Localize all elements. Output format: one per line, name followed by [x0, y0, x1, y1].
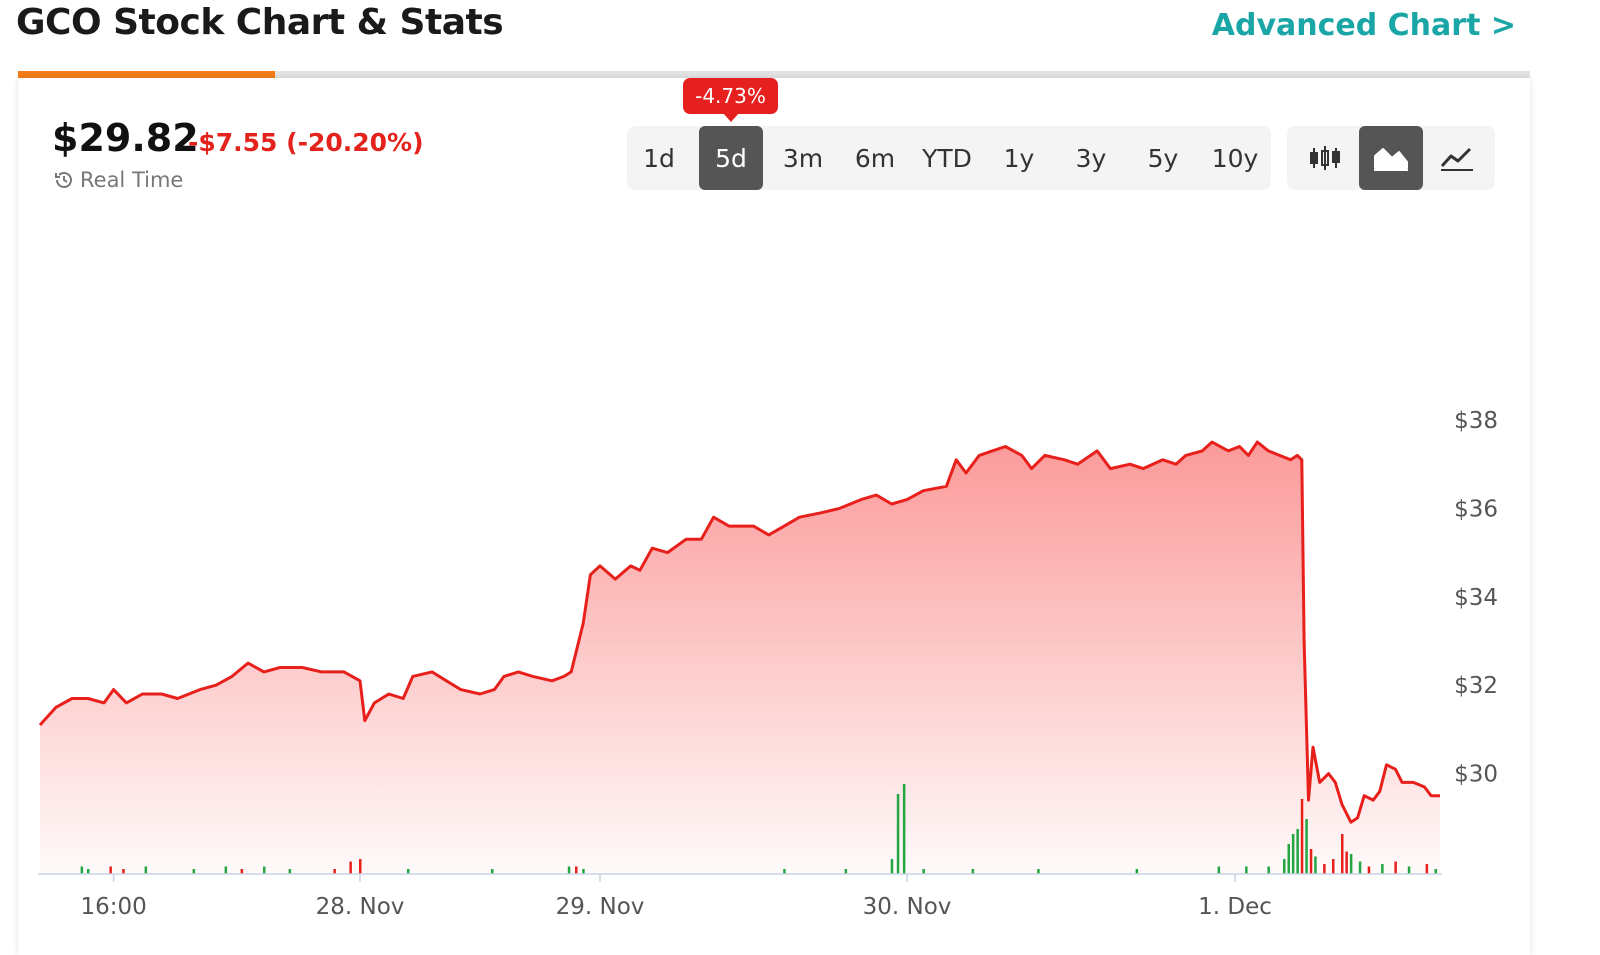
volume-bar	[922, 869, 925, 874]
x-tick-label: 16:00	[80, 894, 146, 920]
area-icon[interactable]	[1359, 126, 1423, 190]
volume-bar	[890, 859, 894, 874]
volume-bar	[1314, 856, 1317, 874]
x-tick-label: 30. Nov	[863, 894, 952, 920]
x-tick-label: 29. Nov	[556, 894, 645, 920]
volume-bar	[582, 869, 585, 874]
volume-bar	[783, 869, 786, 874]
volume-bar	[1283, 859, 1286, 874]
volume-bar	[491, 869, 494, 874]
page-title: GCO Stock Chart & Stats	[16, 2, 504, 43]
volume-bar	[80, 866, 84, 874]
volume-bar	[1245, 866, 1248, 874]
price-area-fill	[40, 442, 1440, 874]
x-tick-label: 1. Dec	[1198, 894, 1272, 920]
volume-bar	[1296, 829, 1299, 874]
volume-bar	[575, 866, 578, 874]
chart-type-selector	[1287, 126, 1495, 190]
volume-bar	[333, 869, 336, 874]
y-tick-label: $30	[1454, 762, 1498, 788]
volume-bar	[1349, 854, 1353, 874]
volume-bar	[87, 869, 90, 874]
range-change-badge: -4.73%	[683, 78, 778, 122]
range-option-5d[interactable]: 5d	[699, 126, 763, 190]
range-option-ytd[interactable]: YTD	[915, 126, 979, 190]
volume-bar	[1434, 869, 1437, 874]
volume-bar	[1367, 866, 1371, 874]
volume-bar	[349, 861, 352, 874]
volume-bar	[192, 869, 196, 874]
volume-bar	[1135, 869, 1139, 874]
volume-bar	[1217, 866, 1221, 874]
candlestick-icon[interactable]	[1293, 126, 1357, 190]
price-change: -$7.55 (-20.20%)	[188, 128, 424, 157]
volume-bar	[1309, 849, 1313, 874]
volume-bar	[1425, 864, 1429, 874]
range-option-1d[interactable]: 1d	[627, 126, 691, 190]
volume-bar	[1332, 859, 1335, 874]
volume-bar	[902, 784, 906, 874]
y-tick-label: $32	[1454, 673, 1498, 699]
volume-bar	[1394, 861, 1397, 874]
volume-bar	[1300, 799, 1304, 874]
volume-bar	[896, 794, 900, 874]
volume-bar	[1345, 851, 1348, 874]
advanced-chart-link[interactable]: Advanced Chart >	[1211, 8, 1516, 43]
realtime-label: Real Time	[80, 168, 184, 192]
volume-bar	[1341, 834, 1344, 874]
range-option-6m[interactable]: 6m	[843, 126, 907, 190]
y-tick-label: $36	[1454, 496, 1498, 522]
range-option-5y[interactable]: 5y	[1131, 126, 1195, 190]
x-tick-label: 28. Nov	[316, 894, 405, 920]
volume-bar	[359, 859, 362, 874]
volume-bar	[1037, 869, 1040, 874]
volume-bar	[1291, 834, 1295, 874]
volume-bar	[1287, 844, 1290, 874]
history-clock-icon	[55, 172, 72, 188]
volume-bar	[1305, 819, 1308, 874]
tab-progress-track	[18, 71, 1530, 78]
range-option-3m[interactable]: 3m	[771, 126, 835, 190]
volume-bar	[109, 866, 112, 874]
volume-bar	[288, 869, 292, 874]
volume-bar	[1323, 864, 1326, 874]
range-option-3y[interactable]: 3y	[1059, 126, 1123, 190]
volume-bar	[971, 869, 975, 874]
range-option-10y[interactable]: 10y	[1203, 126, 1267, 190]
tab-progress-fill	[18, 71, 276, 78]
volume-bar	[567, 866, 571, 874]
time-range-selector: 1d 5d 3m 6m YTD 1y 3y 5y 10y	[627, 126, 1271, 190]
volume-bar	[1358, 861, 1362, 874]
volume-bar	[844, 869, 848, 874]
volume-bar	[144, 866, 148, 874]
volume-bar	[224, 866, 228, 874]
volume-bar	[1267, 866, 1270, 874]
volume-bar	[240, 869, 244, 874]
range-option-1y[interactable]: 1y	[987, 126, 1051, 190]
realtime-indicator: Real Time	[52, 168, 183, 192]
price-line	[38, 440, 1440, 824]
volume-bar	[1381, 864, 1384, 874]
volume-bar	[1407, 866, 1411, 874]
line-icon[interactable]	[1425, 126, 1489, 190]
volume-bar	[407, 869, 410, 874]
current-price: $29.82	[52, 116, 199, 160]
y-tick-label: $34	[1454, 585, 1498, 611]
y-tick-label: $38	[1454, 408, 1498, 434]
volume-bar	[122, 869, 125, 874]
volume-bar	[263, 866, 266, 874]
